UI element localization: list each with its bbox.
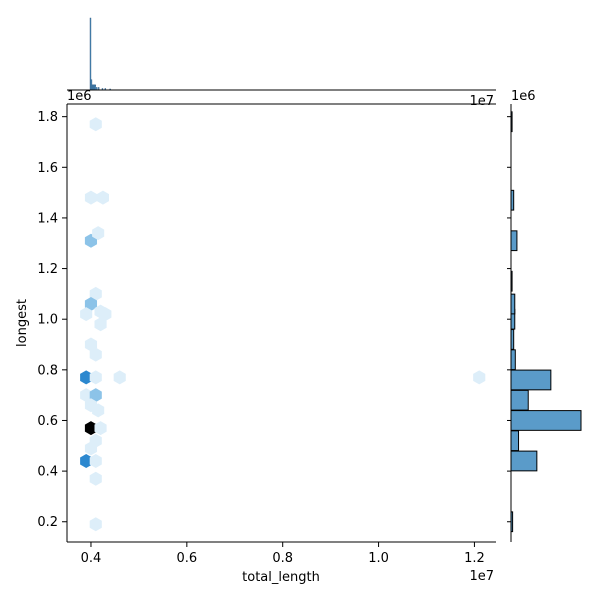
x-tick-label-0: 0.4 — [81, 551, 102, 566]
hexbin-12 — [89, 347, 102, 362]
hexbin-6 — [84, 297, 98, 312]
top-marginal-histogram: 1e7 — [67, 17, 496, 109]
y-tick-label-7: 1.6 — [37, 161, 58, 176]
hexbin-4 — [92, 226, 105, 241]
y-tick-label-2: 0.6 — [37, 414, 58, 429]
hexbin-25 — [80, 453, 93, 468]
right-marginal-bars — [510, 111, 582, 533]
right-marginal-offset-label: 1e6 — [511, 89, 536, 104]
hexbin-14 — [89, 370, 102, 385]
y-tick-label-4: 1.0 — [37, 313, 58, 328]
y-offset-label: 1e6 — [67, 89, 92, 104]
hexbin-27 — [89, 471, 102, 486]
right-marginal-bar-11 — [510, 230, 518, 252]
hexbin-15 — [113, 370, 126, 385]
hexbin-11 — [84, 337, 98, 352]
right-marginal-bar-1 — [510, 450, 538, 472]
y-ticks: 0.2 0.4 0.6 0.8 1.0 1.2 1.4 1.6 1.8 — [37, 110, 67, 530]
y-tick-label-1: 0.4 — [37, 465, 58, 480]
y-tick-label-3: 0.8 — [37, 363, 58, 378]
x-ticks: 0.4 0.6 0.8 1.0 1.2 — [81, 542, 485, 566]
y-tick-label-0: 0.2 — [37, 515, 58, 530]
hexbin-9 — [99, 307, 112, 322]
hexbin-21 — [84, 421, 98, 436]
x-offset-label-top: 1e7 — [469, 94, 494, 109]
x-tick-label-4: 1.2 — [464, 551, 485, 566]
y-tick-label-8: 1.8 — [37, 110, 58, 125]
x-tick-label-3: 1.0 — [368, 551, 389, 566]
top-marginal-bar-0 — [89, 17, 92, 91]
hexbin-17 — [80, 388, 93, 403]
hexbin-26 — [89, 453, 102, 468]
right-marginal-histogram: 1e6 — [507, 89, 582, 542]
hexbin-22 — [94, 421, 107, 436]
main-axes: 0.4 0.6 0.8 1.0 1.2 0.2 0.4 0.6 0.8 1.0 1.2 1.4 1.6… — [15, 89, 496, 585]
hexbin-layer — [80, 117, 486, 532]
right-marginal-bar-5 — [510, 369, 552, 391]
hexbin-13 — [80, 370, 93, 385]
top-marginal-bars — [89, 17, 111, 91]
hexbin-0 — [89, 117, 102, 132]
hexbin-16 — [473, 370, 486, 385]
hexbin-1 — [84, 190, 98, 205]
x-tick-label-2: 0.8 — [272, 551, 293, 566]
hexbin-5 — [89, 286, 102, 301]
hexbin-18 — [89, 388, 102, 403]
right-marginal-bar-2 — [510, 430, 520, 452]
right-marginal-bar-4 — [510, 389, 529, 411]
x-axis-label: total_length — [242, 570, 320, 585]
hexbin-8 — [80, 307, 93, 322]
top-marginal-bar-5 — [94, 84, 96, 91]
hexbin-24 — [84, 441, 98, 456]
hexbin-20 — [92, 403, 105, 418]
right-marginal-bar-9 — [510, 293, 516, 315]
right-marginal-ticks — [507, 116, 511, 523]
hexbin-10 — [94, 317, 107, 332]
y-tick-label-5: 1.2 — [37, 262, 58, 277]
hexbin-2 — [96, 190, 110, 205]
x-tick-label-1: 0.6 — [176, 551, 197, 566]
right-marginal-bar-6 — [510, 349, 516, 371]
x-offset-label-bottom: 1e7 — [469, 569, 494, 584]
hexbin-28 — [89, 517, 102, 532]
y-axis-label: longest — [15, 299, 30, 347]
right-marginal-bar-3 — [510, 410, 582, 431]
y-tick-label-6: 1.4 — [37, 211, 58, 226]
